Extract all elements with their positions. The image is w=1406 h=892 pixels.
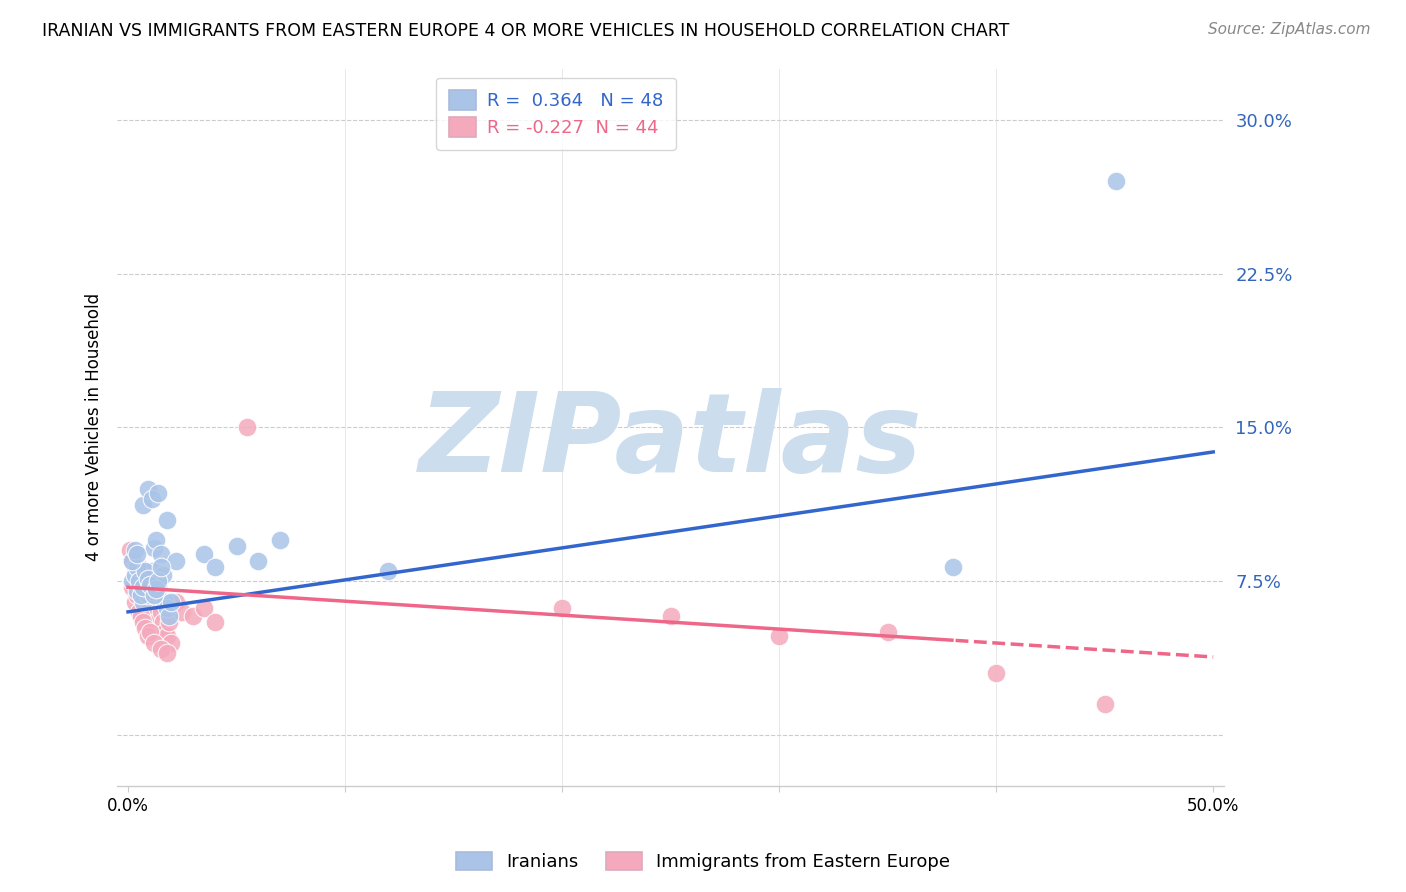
Point	[129, 589, 152, 603]
Point	[148, 625, 170, 640]
Point	[134, 580, 156, 594]
Point	[134, 621, 156, 635]
Point	[876, 625, 898, 640]
Point	[156, 513, 179, 527]
Point	[139, 625, 162, 640]
Point	[121, 553, 143, 567]
Point	[156, 630, 179, 644]
Text: IRANIAN VS IMMIGRANTS FROM EASTERN EUROPE 4 OR MORE VEHICLES IN HOUSEHOLD CORREL: IRANIAN VS IMMIGRANTS FROM EASTERN EUROP…	[42, 22, 1010, 40]
Point	[148, 580, 170, 594]
Point	[143, 541, 166, 556]
Point	[153, 594, 176, 608]
Point	[551, 600, 574, 615]
Point	[139, 578, 162, 592]
Point	[768, 630, 790, 644]
Point	[141, 492, 163, 507]
Point	[132, 615, 155, 629]
Point	[134, 594, 156, 608]
Point	[136, 572, 159, 586]
Point	[125, 548, 148, 562]
Point	[204, 615, 226, 629]
Point	[132, 594, 155, 608]
Point	[124, 564, 146, 578]
Point	[124, 594, 146, 608]
Point	[136, 589, 159, 603]
Point	[149, 548, 172, 562]
Point	[157, 615, 180, 629]
Point	[165, 594, 187, 608]
Point	[125, 574, 148, 588]
Point	[128, 605, 150, 619]
Point	[269, 533, 291, 547]
Point	[136, 482, 159, 496]
Point	[145, 582, 167, 597]
Point	[125, 559, 148, 574]
Point	[136, 605, 159, 619]
Point	[129, 576, 152, 591]
Point	[128, 574, 150, 588]
Point	[181, 609, 204, 624]
Point	[247, 553, 270, 567]
Y-axis label: 4 or more Vehicles in Household: 4 or more Vehicles in Household	[86, 293, 103, 561]
Point	[157, 609, 180, 624]
Point	[160, 635, 183, 649]
Legend: R =  0.364   N = 48, R = -0.227  N = 44: R = 0.364 N = 48, R = -0.227 N = 44	[436, 78, 676, 150]
Point	[156, 600, 179, 615]
Point	[141, 599, 163, 613]
Legend: Iranians, Immigrants from Eastern Europe: Iranians, Immigrants from Eastern Europe	[449, 845, 957, 879]
Text: ZIPatlas: ZIPatlas	[419, 388, 922, 495]
Point	[143, 589, 166, 603]
Point	[156, 646, 179, 660]
Point	[143, 609, 166, 624]
Point	[139, 584, 162, 599]
Point	[121, 553, 143, 567]
Point	[659, 609, 682, 624]
Point	[128, 568, 150, 582]
Point	[124, 568, 146, 582]
Point	[145, 615, 167, 629]
Point	[132, 498, 155, 512]
Point	[125, 584, 148, 599]
Point	[132, 584, 155, 599]
Text: Source: ZipAtlas.com: Source: ZipAtlas.com	[1208, 22, 1371, 37]
Point	[1094, 697, 1116, 711]
Point	[124, 543, 146, 558]
Point	[236, 420, 259, 434]
Point	[165, 553, 187, 567]
Point	[143, 635, 166, 649]
Point	[1104, 174, 1126, 188]
Point	[193, 548, 215, 562]
Point	[139, 609, 162, 624]
Point	[125, 589, 148, 603]
Point	[129, 578, 152, 592]
Point	[145, 533, 167, 547]
Point	[942, 559, 965, 574]
Point	[120, 543, 142, 558]
Point	[152, 568, 174, 582]
Point	[377, 564, 399, 578]
Point	[128, 559, 150, 574]
Point	[148, 486, 170, 500]
Point	[148, 574, 170, 588]
Point	[160, 594, 183, 608]
Point	[149, 641, 172, 656]
Point	[149, 605, 172, 619]
Point	[153, 625, 176, 640]
Point	[204, 559, 226, 574]
Point	[225, 539, 247, 553]
Point	[121, 574, 143, 588]
Point	[129, 609, 152, 624]
Point	[121, 580, 143, 594]
Point	[136, 630, 159, 644]
Point	[134, 564, 156, 578]
Point	[986, 666, 1008, 681]
Point	[132, 580, 155, 594]
Point	[152, 615, 174, 629]
Point	[172, 605, 194, 619]
Point	[141, 564, 163, 578]
Point	[193, 600, 215, 615]
Point	[149, 559, 172, 574]
Point	[124, 559, 146, 574]
